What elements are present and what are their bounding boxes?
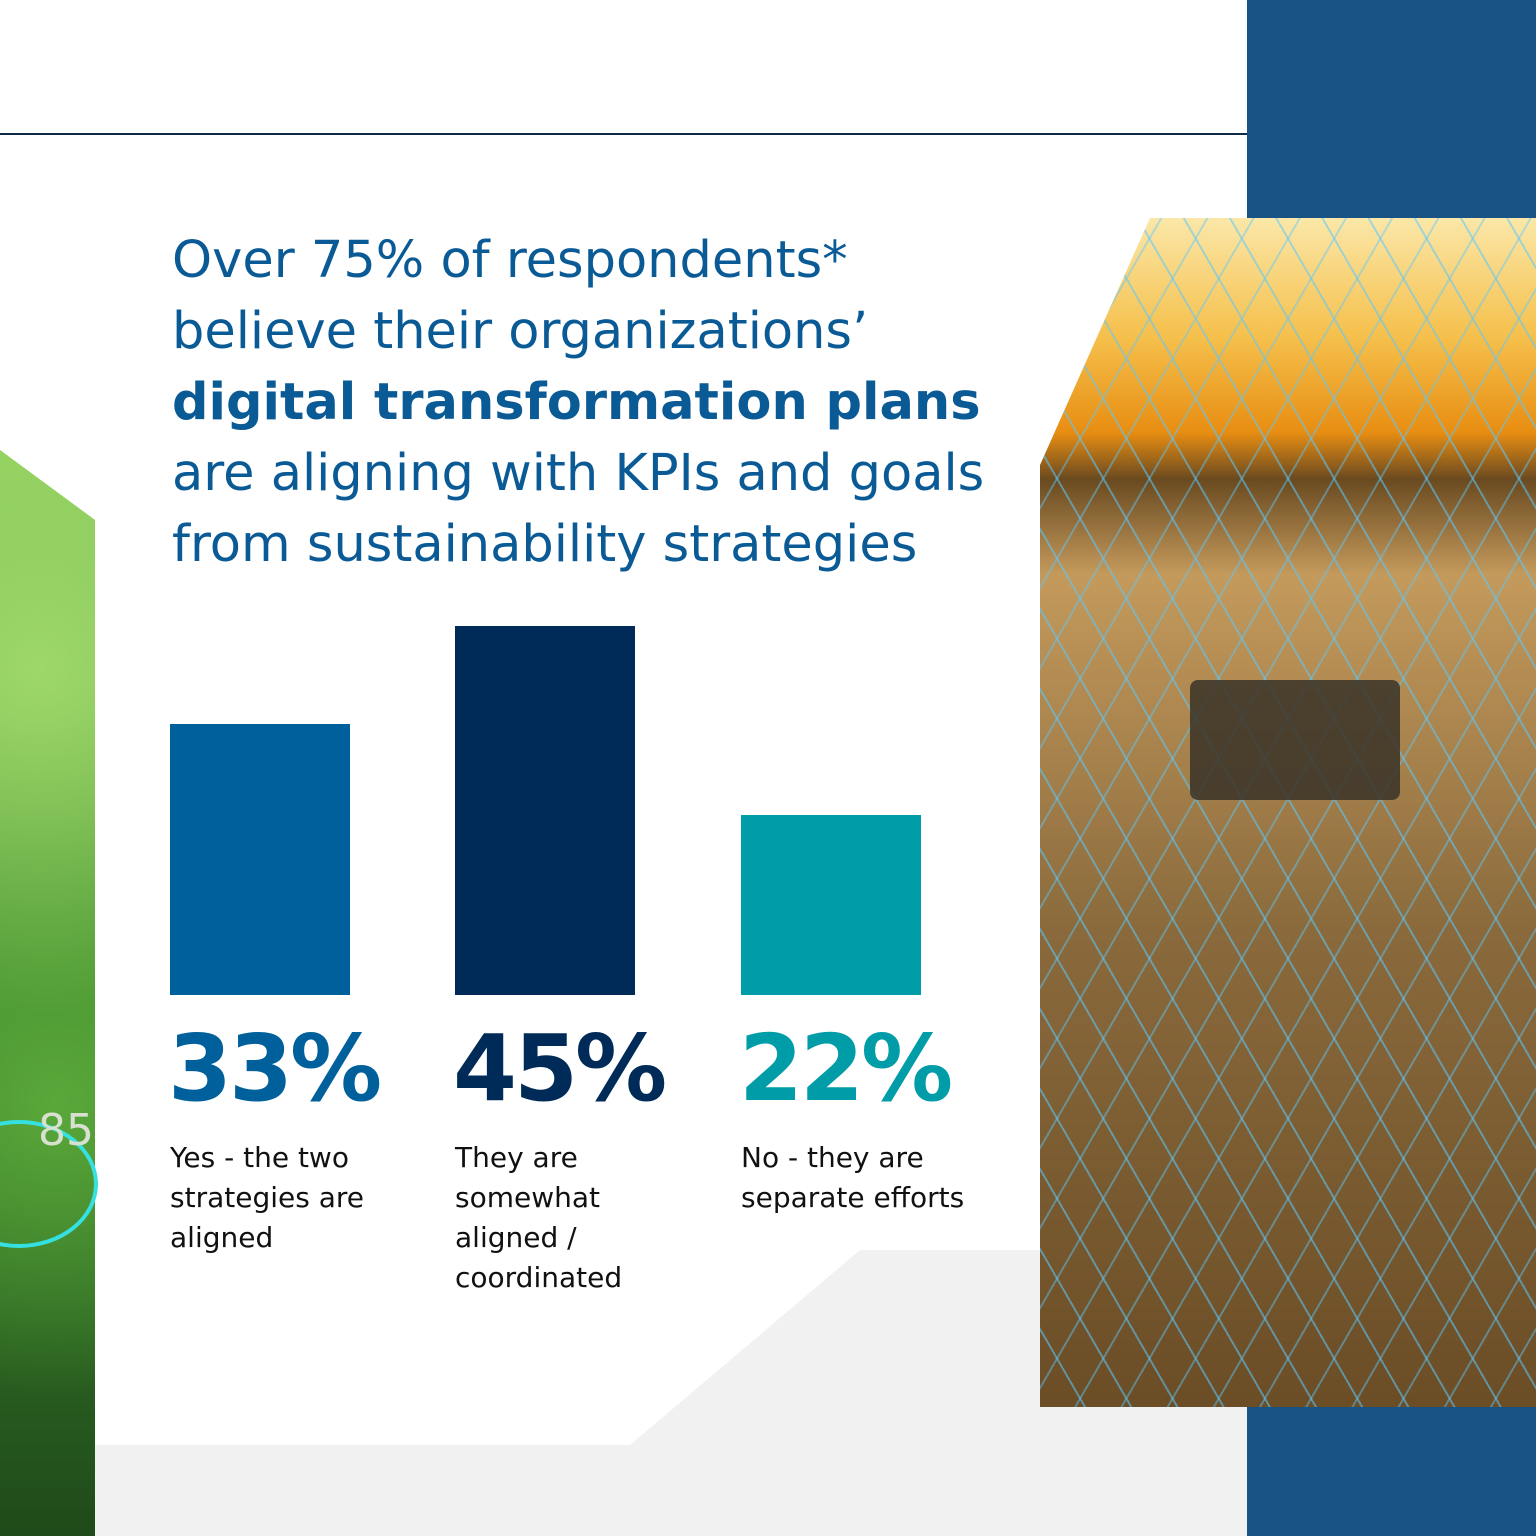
plants-photo	[0, 450, 95, 1536]
value-label-3: 22%	[739, 1015, 953, 1122]
bar-2	[455, 626, 635, 995]
navy-dot-panel-bottom	[1247, 1407, 1536, 1536]
harvester-image	[1190, 680, 1400, 800]
category-label-1: Yes - the two strategies are aligned	[170, 1141, 364, 1254]
harvester-field-photo	[1040, 218, 1536, 1407]
value-label-1: 33%	[168, 1015, 382, 1122]
category-label-2: They are somewhat aligned / coordinated	[455, 1141, 623, 1294]
bar-3	[741, 814, 921, 995]
headline-line: Over 75% of respondents*	[172, 231, 848, 290]
navy-dot-panel-top	[1247, 0, 1536, 218]
photo-overlay-number: 85	[38, 1105, 94, 1156]
divider-line	[0, 133, 1247, 135]
value-label-2: 45%	[453, 1015, 667, 1122]
headline: Over 75% of respondents* believe their o…	[172, 225, 1032, 580]
headline-line: from sustainability strategies	[172, 515, 918, 574]
headline-line: are aligning with KPIs and goals	[172, 444, 985, 503]
category-label-3: No - they are separate efforts	[741, 1141, 965, 1214]
bar-1	[170, 724, 350, 995]
headline-line: believe their organizations’	[172, 302, 869, 361]
headline-line-bold: digital transformation plans	[172, 373, 981, 432]
